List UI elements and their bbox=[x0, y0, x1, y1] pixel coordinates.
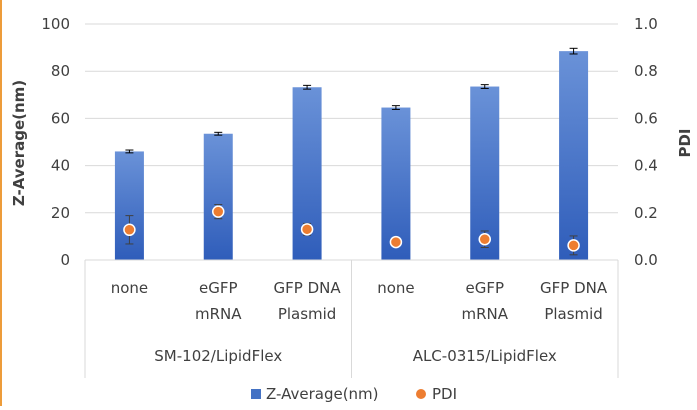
category-label: eGFP bbox=[199, 279, 238, 297]
y2-tick-label: 0.4 bbox=[634, 157, 658, 175]
y2-tick-label: 1.0 bbox=[634, 15, 658, 33]
category-label: none bbox=[377, 279, 414, 297]
y-axis-title: Z-Average(nm) bbox=[10, 80, 28, 206]
category-label: eGFP bbox=[465, 279, 504, 297]
frame-left-rule bbox=[0, 0, 2, 406]
category-label: mRNA bbox=[195, 305, 242, 323]
gridlines bbox=[85, 23, 618, 261]
legend-label-pdi: PDI bbox=[432, 385, 457, 403]
y2-tick-label: 0.8 bbox=[634, 62, 658, 80]
y-axis-left: 0 20 40 60 80 100 bbox=[41, 15, 70, 269]
y-axis-right: 0.0 0.2 0.4 0.6 0.8 1.0 bbox=[634, 15, 658, 269]
category-label: GFP DNA bbox=[540, 279, 608, 297]
category-label: mRNA bbox=[461, 305, 508, 323]
y2-tick-label: 0.0 bbox=[634, 251, 658, 269]
legend: Z-Average(nm) PDI bbox=[251, 385, 457, 403]
y2-tick-label: 0.6 bbox=[634, 109, 658, 127]
pdi-point bbox=[389, 235, 403, 249]
bar bbox=[559, 51, 589, 260]
y-tick-label: 20 bbox=[51, 204, 70, 222]
y-tick-label: 80 bbox=[51, 62, 70, 80]
y-tick-label: 0 bbox=[60, 251, 70, 269]
x-axis-groups: SM-102/LipidFlex ALC-0315/LipidFlex bbox=[84, 259, 619, 378]
pdi-point bbox=[478, 232, 491, 246]
y-tick-label: 60 bbox=[51, 109, 70, 127]
bar bbox=[203, 133, 233, 260]
group-label: ALC-0315/LipidFlex bbox=[413, 347, 557, 365]
y-tick-label: 100 bbox=[41, 15, 70, 33]
category-label: Plasmid bbox=[278, 305, 337, 323]
pdi-series bbox=[123, 204, 580, 256]
y-tick-label: 40 bbox=[51, 157, 70, 175]
bar-series bbox=[114, 47, 589, 260]
legend-label-z-average: Z-Average(nm) bbox=[266, 385, 379, 403]
category-label: Plasmid bbox=[544, 305, 603, 323]
pdi-point bbox=[567, 239, 580, 252]
y2-tick-label: 0.2 bbox=[634, 204, 658, 222]
pdi-point bbox=[123, 223, 136, 237]
legend-swatch-z-average bbox=[251, 389, 261, 399]
y2-axis-title: PDI bbox=[676, 128, 694, 157]
pdi-point bbox=[212, 205, 225, 218]
pdi-point bbox=[300, 223, 314, 236]
category-label: none bbox=[111, 279, 148, 297]
legend-swatch-pdi bbox=[416, 389, 426, 399]
x-axis-categories: none eGFP mRNA GFP DNA Plasmid none eGFP mRNA GF… bbox=[111, 279, 608, 323]
category-label: GFP DNA bbox=[274, 279, 342, 297]
bar bbox=[381, 107, 411, 260]
group-label: SM-102/LipidFlex bbox=[154, 347, 282, 365]
